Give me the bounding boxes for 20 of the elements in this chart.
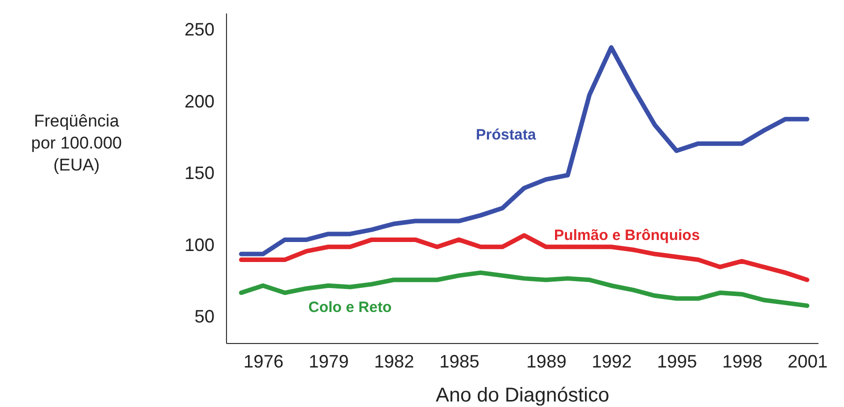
x-tick-label: 1992 [592,352,632,372]
x-tick-label: 2001 [788,352,828,372]
x-tick-label: 1998 [722,352,762,372]
x-axis-title: Ano do Diagnóstico [436,384,610,406]
y-tick-label: 50 [194,306,214,327]
y-tick-label: 100 [184,234,214,255]
line-series [238,45,810,256]
y-tick-label: 250 [184,20,214,40]
x-tick-label: 1979 [308,352,349,372]
y-axis-title: Freqüência por 100.000 (EUA) [31,112,122,174]
series-label: Colo e Reto [308,299,392,316]
x-tick-label: 1976 [243,352,284,372]
text: Próstata [476,126,537,144]
x-tick-label: 1985 [439,352,480,372]
y-tick-label: 200 [184,91,214,112]
x-tick-label: 1989 [526,352,566,372]
series-label: Pulmão e Brônquios [554,226,700,244]
x-tick-label: 1982 [374,352,414,372]
x-tick-label: 1995 [657,352,698,372]
y-tick-label: 150 [184,163,214,184]
